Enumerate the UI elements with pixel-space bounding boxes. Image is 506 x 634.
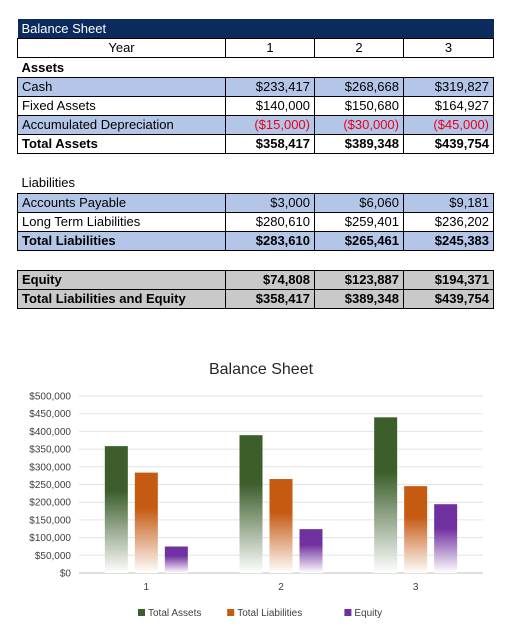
chart-canvas: Balance Sheet $0 $50,000 $100,000 $150,000 $2… bbox=[29, 361, 483, 619]
cell-value[interactable]: $439,754 bbox=[402, 288, 495, 309]
legend-swatch bbox=[227, 609, 235, 616]
liabilities-heading[interactable]: Liabilities bbox=[21, 175, 75, 191]
assets-heading[interactable]: Assets bbox=[21, 59, 65, 75]
spacer-row bbox=[18, 153, 494, 173]
cell-value[interactable]: $265,461 bbox=[314, 230, 404, 251]
cell-value-negative[interactable]: ($45,000) bbox=[402, 114, 495, 135]
spacer-row bbox=[18, 250, 494, 270]
year-label[interactable]: Year bbox=[17, 37, 226, 58]
row-label[interactable]: Fixed Assets bbox=[17, 95, 226, 116]
bar-total-liabilities bbox=[269, 479, 293, 573]
liabilities-heading-row: Liabilities bbox=[18, 173, 494, 193]
legend-label: Total Assets bbox=[148, 608, 201, 619]
cell-value[interactable]: $358,417 bbox=[225, 133, 315, 154]
bar-equity bbox=[299, 529, 323, 573]
x-tick-label: 3 bbox=[413, 582, 419, 593]
y-tick-label: $250,000 bbox=[29, 480, 71, 491]
x-tick-label: 1 bbox=[144, 582, 150, 593]
row-label[interactable]: Total Liabilities bbox=[17, 230, 226, 251]
table-row-equity: Equity $74,808 $123,887 $194,371 bbox=[17, 269, 495, 290]
y-tick-label: $200,000 bbox=[29, 498, 71, 509]
bar-total-assets bbox=[239, 435, 263, 573]
table-row-accumulated-depreciation: Accumulated Depreciation ($15,000) ($30,… bbox=[17, 114, 495, 135]
year-2[interactable]: 2 bbox=[314, 37, 404, 58]
cell-value[interactable]: $74,808 bbox=[225, 269, 315, 290]
cell-value[interactable]: $389,348 bbox=[314, 288, 404, 309]
balance-sheet-table-area: Balance Sheet Year 1 2 3 Assets Cash $23… bbox=[17, 19, 495, 309]
year-1[interactable]: 1 bbox=[225, 37, 315, 58]
cell-value[interactable]: $140,000 bbox=[225, 95, 315, 116]
y-tick-label: $500,000 bbox=[29, 392, 71, 403]
cell-value[interactable]: $358,417 bbox=[225, 288, 315, 309]
table-title[interactable]: Balance Sheet bbox=[17, 19, 494, 38]
cell-value[interactable]: $3,000 bbox=[225, 192, 315, 213]
row-label[interactable]: Accounts Payable bbox=[17, 192, 226, 213]
cell-value[interactable]: $245,383 bbox=[402, 230, 495, 251]
table-row-accounts-payable: Accounts Payable $3,000 $6,060 $9,181 bbox=[17, 192, 495, 213]
bar-total-liabilities bbox=[404, 486, 428, 573]
balance-sheet-table: Balance Sheet Year 1 2 3 Assets Cash $23… bbox=[17, 19, 495, 309]
cell-value-negative[interactable]: ($15,000) bbox=[225, 114, 315, 135]
year-3[interactable]: 3 bbox=[402, 37, 495, 58]
legend-swatch bbox=[138, 609, 145, 616]
row-label[interactable]: Total Assets bbox=[17, 133, 226, 154]
cell-value[interactable]: $6,060 bbox=[314, 192, 404, 213]
y-tick-label: $100,000 bbox=[29, 533, 71, 544]
cell-value[interactable]: $268,668 bbox=[314, 76, 404, 97]
y-tick-label: $450,000 bbox=[29, 409, 71, 420]
cell-value-negative[interactable]: ($30,000) bbox=[314, 114, 404, 135]
cell-value[interactable]: $236,202 bbox=[402, 211, 495, 232]
legend-label: Equity bbox=[354, 608, 382, 619]
balance-sheet-chart[interactable]: Balance Sheet $0 $50,000 $100,000 $150,000 $2… bbox=[17, 348, 493, 628]
bar-total-assets bbox=[374, 417, 398, 573]
cell-value[interactable]: $319,827 bbox=[402, 76, 495, 97]
bar-equity bbox=[164, 546, 188, 573]
table-row-total-liabilities-and-equity: Total Liabilities and Equity $358,417 $3… bbox=[17, 288, 495, 309]
y-tick-label: $400,000 bbox=[29, 427, 71, 438]
cell-value[interactable]: $283,610 bbox=[225, 230, 315, 251]
y-tick-label: $0 bbox=[60, 569, 72, 580]
y-tick-label: $150,000 bbox=[29, 515, 71, 526]
row-label[interactable]: Cash bbox=[17, 76, 226, 97]
row-label[interactable]: Long Term Liabilities bbox=[17, 211, 226, 232]
cell-value[interactable]: $9,181 bbox=[402, 192, 495, 213]
cell-value[interactable]: $259,401 bbox=[314, 211, 404, 232]
y-tick-label: $350,000 bbox=[29, 445, 71, 456]
cell-value[interactable]: $439,754 bbox=[402, 133, 495, 154]
legend-swatch bbox=[344, 609, 352, 616]
bar-total-liabilities bbox=[134, 472, 158, 573]
legend-label: Total Liabilities bbox=[237, 608, 302, 619]
cell-value[interactable]: $164,927 bbox=[402, 95, 495, 116]
cell-value[interactable]: $233,417 bbox=[225, 76, 315, 97]
cell-value[interactable]: $194,371 bbox=[402, 269, 495, 290]
cell-value[interactable]: $123,887 bbox=[314, 269, 404, 290]
table-row-long-term-liabilities: Long Term Liabilities $280,610 $259,401 … bbox=[17, 211, 495, 232]
y-tick-label: $300,000 bbox=[29, 462, 71, 473]
cell-value[interactable]: $150,680 bbox=[314, 95, 404, 116]
x-tick-label: 2 bbox=[278, 582, 284, 593]
table-title-row: Balance Sheet bbox=[17, 19, 494, 38]
table-row-total-assets: Total Assets $358,417 $389,348 $439,754 bbox=[17, 133, 495, 154]
row-label[interactable]: Total Liabilities and Equity bbox=[17, 288, 226, 309]
bar-equity bbox=[434, 504, 458, 573]
cell-value[interactable]: $280,610 bbox=[225, 211, 315, 232]
year-header-row: Year 1 2 3 bbox=[17, 37, 495, 58]
row-label[interactable]: Accumulated Depreciation bbox=[17, 114, 226, 135]
bar-total-assets bbox=[104, 446, 128, 573]
assets-heading-row: Assets bbox=[18, 57, 494, 77]
table-row-cash: Cash $233,417 $268,668 $319,827 bbox=[17, 76, 495, 97]
cell-value[interactable]: $389,348 bbox=[314, 133, 404, 154]
table-row-fixed-assets: Fixed Assets $140,000 $150,680 $164,927 bbox=[17, 95, 495, 116]
y-tick-label: $50,000 bbox=[35, 551, 72, 562]
row-label[interactable]: Equity bbox=[17, 269, 226, 290]
chart-title: Balance Sheet bbox=[209, 361, 314, 378]
table-row-total-liabilities: Total Liabilities $283,610 $265,461 $245… bbox=[17, 230, 495, 251]
